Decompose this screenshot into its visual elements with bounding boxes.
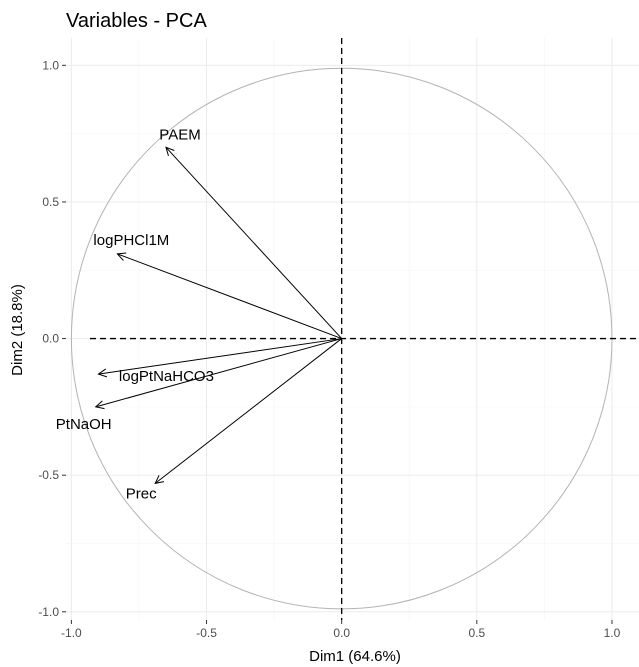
variable-label-prec: Prec bbox=[126, 485, 157, 502]
y-axis-ticks: -1.0 -0.5 0.0 0.5 1.0 bbox=[38, 58, 66, 619]
x-tick-label: -1.0 bbox=[61, 626, 82, 640]
variable-arrow-ptnaoh bbox=[96, 338, 342, 407]
y-tick-label: -1.0 bbox=[38, 605, 59, 619]
y-tick-label: 1.0 bbox=[42, 58, 59, 72]
y-tick-label: 0.0 bbox=[42, 332, 59, 346]
x-axis-title: Dim1 (64.6%) bbox=[309, 648, 401, 665]
variable-arrow-paem bbox=[166, 147, 343, 339]
x-tick-label: 1.0 bbox=[604, 626, 621, 640]
x-tick-label: -0.5 bbox=[196, 626, 217, 640]
variable-label-logptnahco3: logPtNaHCO3 bbox=[119, 368, 214, 385]
variable-arrow-prec bbox=[155, 338, 342, 484]
y-tick-label: 0.5 bbox=[42, 195, 59, 209]
x-axis-ticks: -1.0 -0.5 0.0 0.5 1.0 bbox=[61, 620, 621, 640]
x-tick-label: 0.5 bbox=[468, 626, 485, 640]
x-tick-label: 0.0 bbox=[333, 626, 350, 640]
y-tick-label: -0.5 bbox=[38, 468, 59, 482]
variable-label-paem: PAEM bbox=[159, 126, 200, 143]
variable-arrow-logphcl1m bbox=[117, 254, 342, 340]
grid bbox=[66, 38, 639, 620]
chart-title: Variables - PCA bbox=[66, 10, 207, 32]
variable-arrow-logptnahco3 bbox=[98, 338, 342, 375]
variable-label-logphcl1m: logPHCl1M bbox=[93, 232, 169, 249]
variable-label-ptnaoh: PtNaOH bbox=[56, 416, 112, 433]
y-axis-title: Dim2 (18.8%) bbox=[9, 284, 26, 376]
variable-arrows: PAEM logPHCl1M logPtNaHCO3 PtNaOH Prec bbox=[56, 126, 343, 502]
